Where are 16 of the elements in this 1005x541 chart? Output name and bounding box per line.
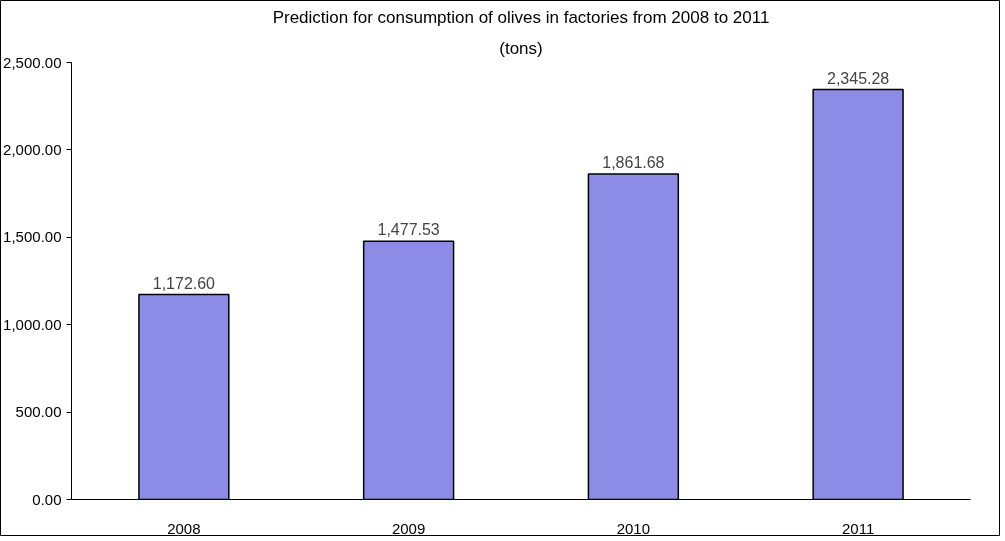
y-tick-label: 2,500.00 — [3, 53, 62, 71]
y-tick-label: 0.00 — [32, 490, 62, 508]
data-label: 2,345.28 — [826, 69, 890, 87]
data-label: 1,861.68 — [602, 154, 665, 172]
chart-title: Prediction for consumption of olives in factories from 2008 to 2011 — [272, 7, 770, 27]
x-tick-label: 2010 — [616, 519, 651, 537]
x-tick-label: 2008 — [167, 519, 201, 537]
data-label: 1,477.53 — [377, 221, 440, 239]
chart-subtitle: (tons) — [499, 38, 543, 58]
data-label: 1,172.60 — [152, 274, 216, 292]
y-tick-label: 500.00 — [15, 403, 62, 421]
y-tick-label: 1,500.00 — [3, 228, 62, 246]
x-tick-label: 2011 — [842, 519, 875, 537]
x-tick-label: 2009 — [391, 519, 426, 537]
y-tick-label: 1,000.00 — [3, 315, 62, 333]
y-tick-label: 2,000.00 — [3, 140, 62, 158]
